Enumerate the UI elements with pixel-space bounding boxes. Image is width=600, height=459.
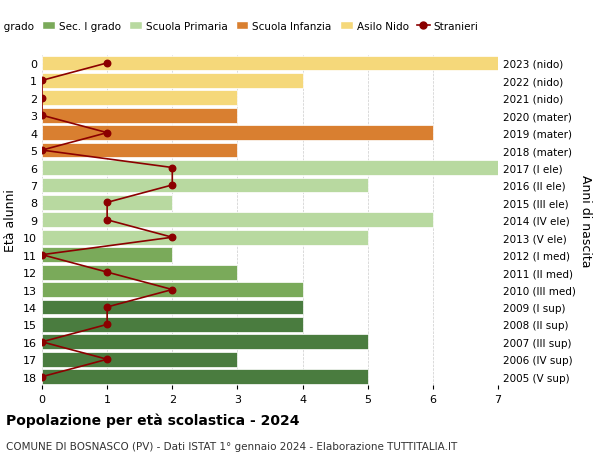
- Point: [167, 164, 177, 172]
- Bar: [42, 335, 368, 349]
- Point: [37, 373, 47, 381]
- Point: [103, 130, 112, 137]
- Bar: [42, 213, 433, 228]
- Bar: [42, 161, 498, 175]
- Point: [103, 303, 112, 311]
- Text: Popolazione per età scolastica - 2024: Popolazione per età scolastica - 2024: [6, 413, 299, 428]
- Point: [37, 338, 47, 346]
- Bar: [42, 74, 302, 89]
- Bar: [42, 317, 302, 332]
- Legend: Sec. II grado, Sec. I grado, Scuola Primaria, Scuola Infanzia, Asilo Nido, Stran: Sec. II grado, Sec. I grado, Scuola Prim…: [0, 17, 483, 36]
- Point: [103, 217, 112, 224]
- Point: [103, 321, 112, 328]
- Point: [103, 269, 112, 276]
- Point: [37, 147, 47, 154]
- Point: [37, 112, 47, 120]
- Point: [103, 356, 112, 363]
- Y-axis label: Età alunni: Età alunni: [4, 189, 17, 252]
- Bar: [42, 143, 238, 158]
- Bar: [42, 352, 238, 367]
- Point: [37, 95, 47, 102]
- Bar: [42, 230, 368, 245]
- Bar: [42, 196, 172, 210]
- Point: [103, 199, 112, 207]
- Y-axis label: Anni di nascita: Anni di nascita: [580, 174, 592, 267]
- Text: COMUNE DI BOSNASCO (PV) - Dati ISTAT 1° gennaio 2024 - Elaborazione TUTTITALIA.I: COMUNE DI BOSNASCO (PV) - Dati ISTAT 1° …: [6, 441, 457, 451]
- Bar: [42, 126, 433, 141]
- Bar: [42, 248, 172, 263]
- Bar: [42, 178, 368, 193]
- Point: [37, 78, 47, 85]
- Point: [37, 252, 47, 259]
- Point: [167, 182, 177, 189]
- Bar: [42, 91, 238, 106]
- Bar: [42, 265, 238, 280]
- Point: [167, 234, 177, 241]
- Bar: [42, 369, 368, 384]
- Bar: [42, 282, 302, 297]
- Bar: [42, 300, 302, 315]
- Point: [167, 286, 177, 294]
- Point: [103, 60, 112, 67]
- Bar: [42, 109, 238, 123]
- Bar: [42, 56, 498, 71]
